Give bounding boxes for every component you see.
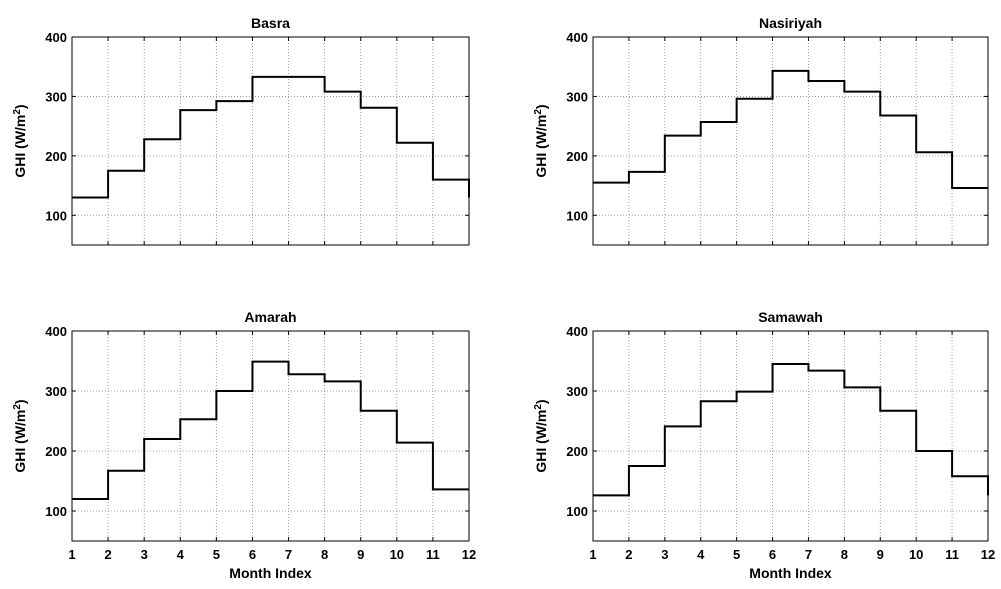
axes-box — [592, 36, 989, 246]
y-axis-label: GHI (W/m2) — [12, 104, 28, 177]
chart-title: Basra — [251, 15, 290, 31]
y-tick-label: 300 — [566, 89, 588, 104]
x-tick-label: 7 — [285, 547, 292, 562]
x-tick-label: 12 — [981, 547, 995, 562]
x-tick-label: 5 — [213, 547, 220, 562]
y-tick-label: 100 — [45, 208, 67, 223]
y-tick-label: 200 — [566, 149, 588, 164]
x-tick-label: 8 — [321, 547, 328, 562]
y-tick-label: 400 — [566, 30, 588, 45]
chart-title: Samawah — [758, 309, 823, 325]
y-axis-label: GHI (W/m2) — [533, 399, 549, 472]
y-tick-label: 200 — [45, 444, 67, 459]
x-tick-label: 2 — [104, 547, 111, 562]
x-tick-label: 11 — [426, 547, 440, 562]
chart-title: Nasiriyah — [759, 15, 822, 31]
y-tick-label: 100 — [45, 504, 67, 519]
chart-panel-0: 100 200 300 400 Basra GHI (W/m2) — [12, 15, 470, 246]
series-line — [72, 75, 470, 199]
x-tick-label: 12 — [462, 547, 476, 562]
plot-area — [72, 37, 469, 245]
plot-area — [72, 331, 469, 541]
x-tick-label: 1 — [68, 547, 75, 562]
axes-box — [71, 36, 470, 246]
y-tick-label: 100 — [566, 504, 588, 519]
y-tick-label: 100 — [566, 208, 588, 223]
x-tick-label: 10 — [909, 547, 923, 562]
series-line — [593, 69, 988, 189]
x-tick-label: 4 — [697, 547, 705, 562]
y-tick-label: 400 — [566, 324, 588, 339]
y-tick-label: 200 — [45, 149, 67, 164]
chart-panel-1: 100 200 300 400 Nasiriyah GHI (W/m2) — [533, 15, 989, 246]
x-tick-label: 8 — [841, 547, 848, 562]
y-tick-label: 200 — [566, 444, 588, 459]
x-tick-label: 10 — [390, 547, 404, 562]
y-tick-label: 400 — [45, 30, 67, 45]
x-axis-label: Month Index — [749, 565, 832, 581]
series-line — [593, 363, 989, 497]
plot-area — [593, 331, 988, 541]
x-tick-label: 9 — [877, 547, 884, 562]
x-tick-label: 7 — [805, 547, 812, 562]
axes-box — [71, 330, 470, 542]
x-tick-label: 6 — [769, 547, 776, 562]
y-tick-label: 300 — [45, 89, 67, 104]
x-tick-label: 6 — [249, 547, 256, 562]
x-tick-label: 9 — [357, 547, 364, 562]
y-axis-label: GHI (W/m2) — [533, 104, 549, 177]
x-tick-label: 3 — [661, 547, 668, 562]
plot-area — [593, 37, 988, 245]
y-tick-label: 300 — [45, 384, 67, 399]
x-tick-label: 5 — [733, 547, 740, 562]
y-tick-label: 300 — [566, 384, 588, 399]
series-line — [72, 360, 469, 500]
x-tick-label: 1 — [589, 547, 596, 562]
chart-title: Amarah — [244, 309, 296, 325]
x-tick-label: 11 — [945, 547, 959, 562]
y-tick-label: 400 — [45, 324, 67, 339]
x-tick-label: 4 — [177, 547, 185, 562]
y-axis-label: GHI (W/m2) — [12, 399, 28, 472]
x-tick-label: 2 — [625, 547, 632, 562]
x-tick-label: 3 — [141, 547, 148, 562]
axes-box — [592, 330, 989, 542]
x-axis-label: Month Index — [229, 565, 312, 581]
